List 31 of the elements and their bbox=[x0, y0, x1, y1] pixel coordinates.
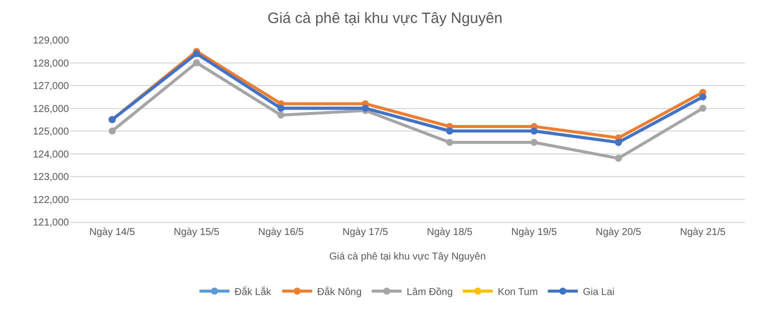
y-tick-label: 121,000 bbox=[32, 218, 70, 228]
point bbox=[108, 128, 116, 134]
point bbox=[277, 112, 284, 119]
x-tick-label: Ngày 18/5 bbox=[426, 227, 473, 238]
x-tick-label: Ngày 19/5 bbox=[511, 227, 558, 238]
point bbox=[614, 154, 622, 162]
x-tick-label: Ngày 15/5 bbox=[174, 227, 220, 238]
legend-label: Gia Lai bbox=[582, 287, 615, 298]
point bbox=[446, 138, 454, 146]
y-tick-label: 125,000 bbox=[32, 126, 70, 138]
chart-title: Giá cà phê tại khu vực Tây Nguyên bbox=[268, 10, 502, 28]
x-tick-label: Ngày 14/5 bbox=[89, 227, 136, 238]
y-tick-label: 128,000 bbox=[32, 58, 70, 70]
y-tick-label: 129,000 bbox=[32, 36, 70, 46]
point bbox=[193, 59, 200, 66]
x-tick-label: Ngày 20/5 bbox=[596, 227, 642, 238]
legend-label: Kon Tum bbox=[498, 287, 538, 298]
y-tick-label: 124,000 bbox=[32, 149, 70, 160]
legend-label: Lâm Đồng bbox=[406, 287, 453, 298]
y-tick-label: 123,000 bbox=[32, 172, 70, 183]
y-tick-label: 122,000 bbox=[32, 194, 70, 206]
x-tick-label: Ngày 17/5 bbox=[342, 227, 389, 238]
point bbox=[699, 104, 706, 112]
y-tick-label: 127,000 bbox=[32, 81, 70, 92]
x-axis-title: Giá cà phê tại khu vực Tây Nguyên bbox=[329, 252, 486, 262]
x-tick-label: Ngày 21/5 bbox=[680, 227, 726, 238]
x-tick-label: Ngày 16/5 bbox=[258, 227, 304, 238]
y-tick-label: 126,000 bbox=[32, 104, 70, 115]
point bbox=[530, 138, 538, 146]
legend-label: Đắk Lắk bbox=[234, 286, 272, 298]
legend-label: Đắk Nông bbox=[317, 286, 362, 298]
